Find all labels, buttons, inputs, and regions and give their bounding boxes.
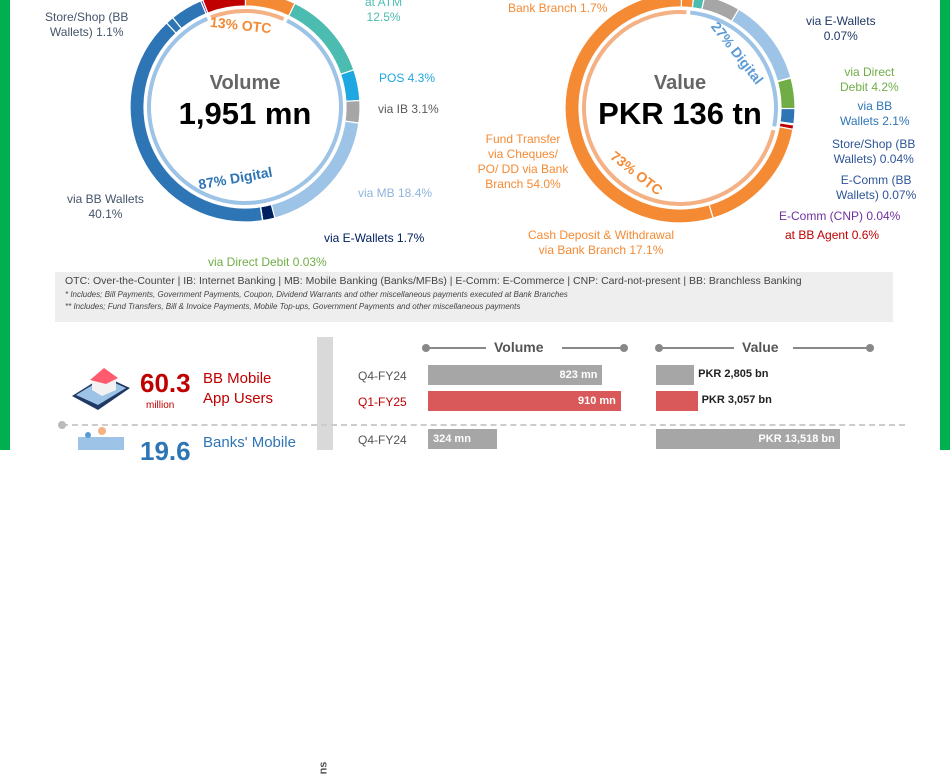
header-line [562, 347, 622, 349]
vol-label-ewallet: via E-Wallets 1.7% [324, 231, 425, 245]
legend-box: OTC: Over-the-Counter | IB: Internet Ban… [55, 272, 893, 322]
header-line [659, 347, 734, 349]
val-label-store: Store/Shop (BB Wallets) 0.04% [832, 137, 916, 166]
vol-label-bb-wallets: via BB Wallets 40.1% [67, 192, 144, 221]
volume-segment [270, 120, 360, 219]
val-center-title: Value [653, 72, 707, 94]
vol-label-ib: via IB 3.1% [378, 102, 439, 116]
val-label-bb-wallets: via BB Wallets 2.1% [840, 99, 910, 128]
header-line [793, 347, 868, 349]
volume-inner-ring-segment [210, 8, 285, 21]
val-label-fund-transfer: Fund Transfer via Cheques/PO/ DD via Bank… [477, 132, 569, 191]
val-label-ewallet: via E-Wallets 0.07% [806, 14, 876, 43]
header-dot [866, 344, 874, 352]
vol-label-atm: at ATM 12.5% [365, 0, 403, 24]
val-label-direct-debit: via Direct Debit 4.2% [840, 65, 899, 94]
legend-abbreviations: OTC: Over-the-Counter | IB: Internet Ban… [65, 275, 802, 287]
volume-bar: 910 mn [428, 391, 621, 411]
val-label-cash: Cash Deposit & Withdrawal via Bank Branch… [528, 228, 675, 257]
header-line [426, 347, 486, 349]
val-label-ecomm: E-Comm (BB Wallets) 0.07% [836, 173, 917, 202]
value-bar-label: PKR 2,805 bn [698, 368, 769, 380]
header-dot [620, 344, 628, 352]
volume-header: Volume [494, 339, 544, 355]
row-divider [58, 421, 905, 429]
quarter-label: Q4-FY24 [358, 433, 407, 447]
volume-bar: 823 mn [428, 365, 603, 385]
donut-charts [129, 0, 796, 224]
vol-label-mb: via MB 18.4% [358, 186, 433, 200]
bb-users-unit: million [146, 400, 175, 411]
value-segment [680, 0, 694, 9]
value-bar [656, 391, 698, 411]
bb-mobile-app-icon [72, 368, 130, 410]
bb-users-label: BB Mobile App Users [203, 370, 274, 407]
value-header: Value [742, 339, 779, 355]
quarter-label: Q1-FY25 [358, 395, 407, 409]
green-border-right [940, 0, 950, 450]
vol-label-pos: POS 4.3% [379, 71, 436, 85]
vol-center-total: 1,951 mn [178, 96, 312, 131]
volume-segment [288, 2, 355, 76]
vol-center-title: Volume [209, 72, 281, 94]
val-label-cnp: E-Comm (CNP) 0.04% [779, 209, 901, 223]
quarter-label: Q4-FY24 [358, 369, 407, 383]
volume-segment [165, 16, 183, 34]
value-bar [656, 365, 695, 385]
banks-users-number: 19.6 [140, 436, 191, 466]
bb-users-number: 60.3 [140, 368, 191, 398]
value-bar-label: PKR 3,057 bn [701, 394, 772, 406]
volume-bar: 324 mn [428, 429, 497, 449]
side-category-label: ns [317, 761, 330, 774]
value-segment [564, 0, 714, 224]
vol-label-direct-debit: via Direct Debit 0.03% [208, 255, 327, 269]
val-label-branch: Bank Branch 1.7% [506, 1, 610, 16]
legend-note-1: * Includes; Bill Payments, Government Pa… [65, 290, 568, 299]
green-border-left [0, 0, 10, 450]
value-bar: PKR 13,518 bn [656, 429, 840, 449]
side-category-bar: ns [317, 337, 333, 774]
vol-label-store: Store/Shop (BB Wallets) 1.1% [45, 10, 129, 39]
val-center-total: PKR 136 tn [598, 96, 762, 131]
banks-mobile-icon [78, 427, 124, 450]
legend-note-2: ** Includes; Fund Transfers, Bill & Invo… [65, 302, 521, 311]
banks-users-label: Banks' Mobile [203, 434, 296, 451]
val-label-bb-agent: at BB Agent 0.6% [785, 228, 880, 242]
